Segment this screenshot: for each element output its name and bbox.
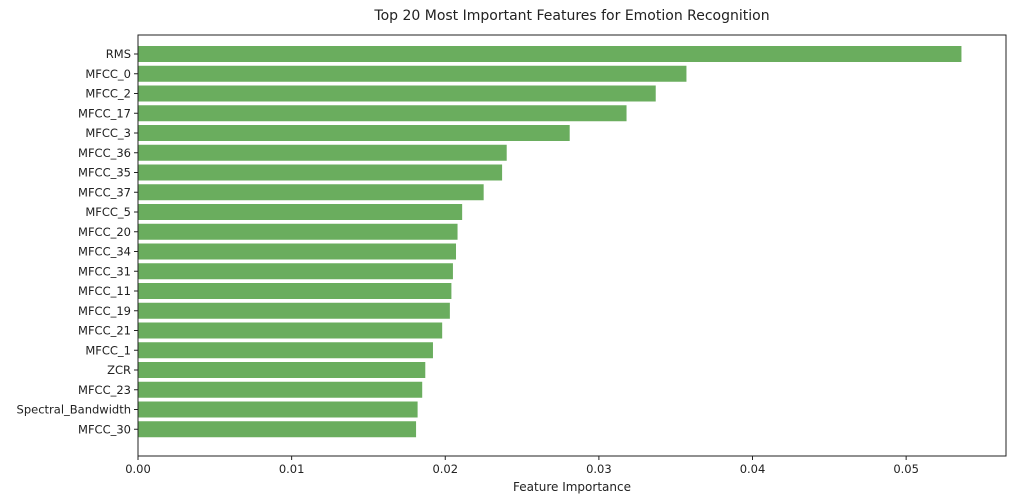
y-tick-label: MFCC_23 (78, 383, 131, 397)
chart-title: Top 20 Most Important Features for Emoti… (373, 8, 769, 24)
y-tick-label: MFCC_35 (78, 166, 131, 180)
bar-mfcc-2 (138, 85, 656, 102)
y-tick-label: MFCC_20 (78, 225, 131, 239)
y-tick-label: MFCC_19 (78, 304, 131, 318)
y-tick-label: MFCC_36 (78, 146, 131, 160)
x-axis-ticks: 0.00 0.01 0.02 0.03 0.04 0.05 (125, 456, 919, 476)
bar-mfcc-20 (138, 223, 458, 240)
bar-zcr (138, 362, 426, 378)
plot-frame (137, 34, 1007, 457)
y-tick-label: MFCC_1 (85, 343, 131, 357)
bar-rms (138, 46, 962, 62)
x-tick-label: 0.04 (740, 462, 766, 476)
bar-spectral-bandwidth (138, 401, 418, 418)
bar-mfcc-35 (138, 164, 503, 181)
y-tick-label: MFCC_0 (85, 67, 131, 81)
y-tick-label: MFCC_30 (78, 422, 131, 436)
bar-mfcc-34 (138, 243, 457, 260)
y-tick-label: RMS (106, 47, 131, 61)
y-tick-label: MFCC_21 (78, 324, 131, 338)
bar-mfcc-37 (138, 184, 484, 201)
y-tick-label: MFCC_17 (78, 106, 131, 120)
bars-group (138, 46, 962, 438)
y-tick-label: MFCC_2 (85, 87, 131, 101)
x-tick-label: 0.05 (893, 462, 919, 476)
bar-mfcc-17 (138, 105, 627, 122)
x-tick-label: 0.01 (279, 462, 305, 476)
x-tick-label: 0.00 (125, 462, 151, 476)
bar-mfcc-5 (138, 204, 463, 220)
bar-mfcc-31 (138, 263, 453, 280)
x-tick-label: 0.03 (586, 462, 612, 476)
y-tick-label: MFCC_11 (78, 284, 131, 298)
bar-mfcc-21 (138, 322, 443, 339)
y-tick-label: MFCC_5 (85, 205, 131, 219)
y-tick-label: MFCC_34 (78, 245, 131, 259)
bar-mfcc-19 (138, 302, 450, 319)
x-tick-label: 0.02 (432, 462, 458, 476)
y-tick-label: MFCC_3 (85, 126, 131, 140)
y-tick-label: ZCR (107, 363, 131, 377)
bar-mfcc-36 (138, 144, 507, 161)
bar-mfcc-23 (138, 381, 423, 398)
bar-mfcc-30 (138, 421, 417, 438)
y-axis-ticks: RMS MFCC_0 MFCC_2 MFCC_17 MFCC_3 MFCC_36 MFCC_… (17, 47, 138, 436)
y-tick-label: MFCC_37 (78, 185, 131, 199)
bar-mfcc-11 (138, 283, 452, 299)
y-tick-label: MFCC_31 (78, 264, 131, 278)
bar-mfcc-0 (138, 65, 687, 82)
bar-mfcc-1 (138, 342, 433, 359)
y-tick-label: Spectral_Bandwidth (17, 403, 131, 417)
x-axis-label: Feature Importance (513, 480, 631, 494)
bar-mfcc-3 (138, 125, 570, 141)
